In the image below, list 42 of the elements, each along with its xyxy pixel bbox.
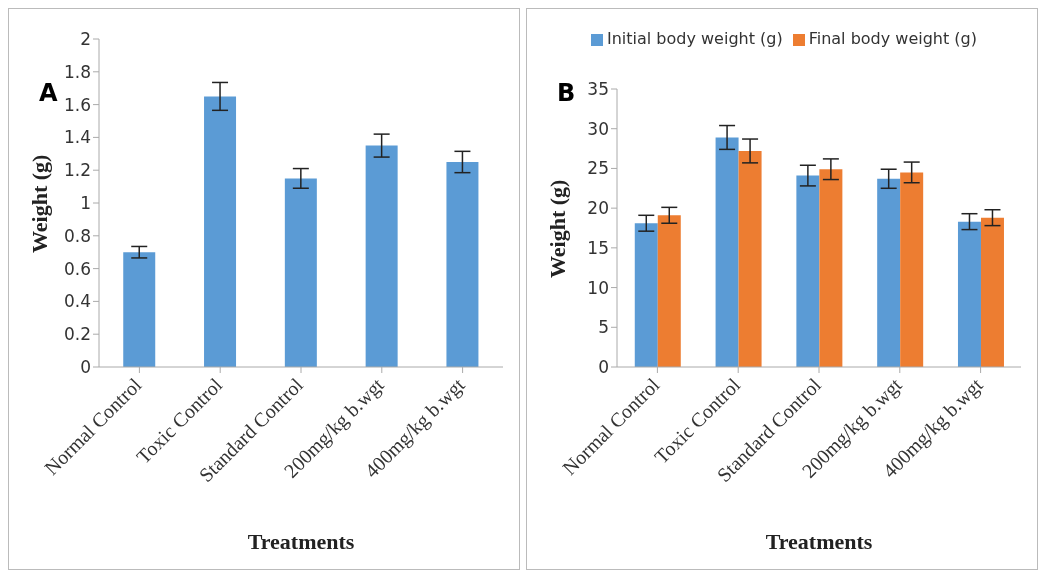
bar <box>877 178 901 367</box>
y-tick-label: 10 <box>587 277 609 298</box>
text: A <box>39 79 58 107</box>
y-axis-title: Weight (g) <box>544 179 570 278</box>
y-axis-title: Weight (g) <box>26 154 52 253</box>
bar <box>715 137 739 367</box>
y-tick-label: 1 <box>80 193 91 214</box>
y-tick-label: 0 <box>80 357 91 378</box>
bar <box>446 162 479 367</box>
bar <box>365 145 398 367</box>
y-tick-label: 0 <box>598 357 609 378</box>
y-tick-label: 25 <box>587 158 609 179</box>
bar <box>900 172 924 367</box>
y-tick-label: 1.2 <box>63 160 91 181</box>
y-tick-label: 1.4 <box>63 127 91 148</box>
y-tick-label: 20 <box>587 198 609 219</box>
y-tick-label: 2 <box>80 29 91 50</box>
chart-title: B <box>557 79 576 107</box>
y-tick-label: 0.6 <box>63 258 91 279</box>
y-tick-label: 15 <box>587 237 609 258</box>
legend-label: Final body weight (g) <box>808 29 977 48</box>
bar <box>980 217 1004 367</box>
legend-label: Initial body weight (g) <box>607 29 783 48</box>
bar <box>819 169 843 367</box>
bar <box>634 223 658 367</box>
bar <box>657 215 681 367</box>
bar <box>738 150 762 367</box>
y-tick-label: 35 <box>587 79 609 100</box>
x-axis-title: Treatments <box>247 529 355 554</box>
bar <box>284 178 317 367</box>
y-tick-label: 0.4 <box>63 291 91 312</box>
bar <box>796 175 820 367</box>
bar <box>957 221 981 367</box>
y-tick-label: 5 <box>598 317 609 338</box>
y-tick-label: 30 <box>587 118 609 139</box>
y-tick-label: 0.8 <box>63 225 91 246</box>
y-tick-label: 1.8 <box>63 61 91 82</box>
y-tick-label: 1.6 <box>63 94 91 115</box>
y-tick-label: 0.2 <box>63 324 91 345</box>
bar <box>123 252 156 367</box>
bar <box>204 96 237 367</box>
x-axis-title: Treatments <box>765 529 873 554</box>
